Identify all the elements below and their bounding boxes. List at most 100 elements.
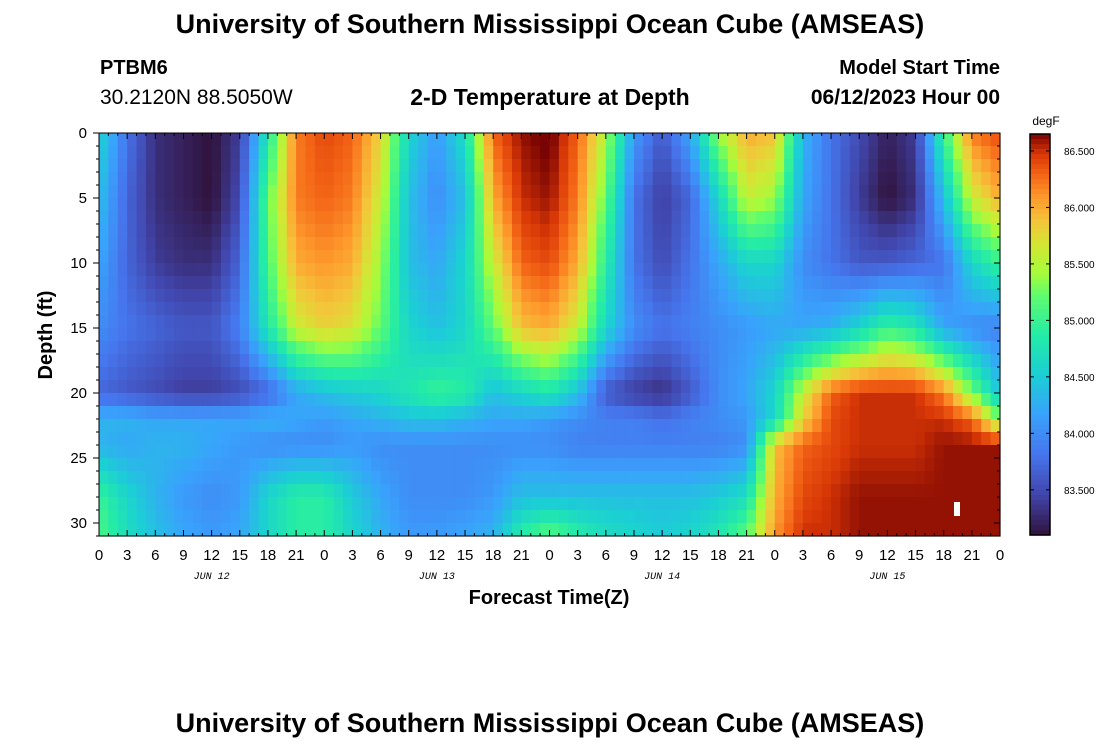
heatmap-cell (455, 458, 466, 472)
heatmap-cell (802, 133, 813, 147)
heatmap-cell (117, 432, 128, 446)
heatmap-cell (418, 523, 429, 537)
heatmap-cell (174, 341, 185, 355)
heatmap-cell (540, 419, 551, 433)
heatmap-cell (446, 458, 457, 472)
heatmap-cell (192, 367, 203, 381)
heatmap-cell (540, 185, 551, 199)
colorbar-segment (1030, 249, 1050, 255)
heatmap-cell (446, 380, 457, 394)
heatmap-cell (671, 419, 682, 433)
heatmap-cell (859, 328, 870, 342)
heatmap-cell (371, 380, 382, 394)
heatmap-cell (521, 224, 532, 238)
heatmap-cell (709, 419, 720, 433)
heatmap-cell (277, 380, 288, 394)
heatmap-cell (859, 380, 870, 394)
heatmap-cell (849, 276, 860, 290)
heatmap-cell (953, 211, 964, 225)
heatmap-cell (314, 289, 325, 303)
heatmap-cell (286, 198, 297, 212)
heatmap-cell (343, 302, 354, 316)
colorbar-segment (1030, 214, 1050, 220)
heatmap-cell (136, 133, 147, 147)
heatmap-cell (108, 523, 119, 537)
colorbar-segment (1030, 474, 1050, 481)
heatmap-cell (530, 289, 541, 303)
heatmap-cell (502, 146, 513, 160)
heatmap-cell (840, 315, 851, 329)
heatmap-cell (549, 250, 560, 264)
heatmap-cell (793, 484, 804, 498)
colorbar-segment (1030, 274, 1050, 280)
heatmap-cell (521, 198, 532, 212)
heatmap-cell (746, 198, 757, 212)
heatmap-cell (145, 289, 156, 303)
heatmap-cell (877, 380, 888, 394)
colorbar-label: 85.500 (1064, 260, 1095, 271)
heatmap-cell (943, 159, 954, 173)
heatmap-cell (596, 471, 607, 485)
heatmap-cell (812, 432, 823, 446)
heatmap-cell (934, 406, 945, 420)
heatmap-cell (239, 250, 250, 264)
heatmap-cell (596, 393, 607, 407)
heatmap-cell (981, 406, 992, 420)
heatmap-cell (849, 471, 860, 485)
heatmap-cell (99, 341, 109, 355)
heatmap-cell (352, 302, 363, 316)
heatmap-cell (587, 276, 598, 290)
heatmap-cell (887, 380, 898, 394)
heatmap-cell (192, 172, 203, 186)
heatmap-cell (727, 289, 738, 303)
y-tick-label: 0 (79, 125, 87, 142)
heatmap-cell (521, 146, 532, 160)
heatmap-cell (192, 133, 203, 147)
heatmap-cell (831, 523, 842, 537)
heatmap-cell (136, 185, 147, 199)
heatmap-cell (502, 263, 513, 277)
heatmap-cell (652, 484, 663, 498)
heatmap-cell (389, 250, 400, 264)
colorbar-segment (1030, 439, 1050, 446)
heatmap-cell (352, 393, 363, 407)
heatmap-cell (258, 419, 269, 433)
heatmap-cell (239, 367, 250, 381)
heatmap-cell (465, 354, 476, 368)
heatmap-cell (108, 198, 119, 212)
heatmap-cell (784, 445, 795, 459)
heatmap-cell (943, 146, 954, 160)
heatmap-cell (408, 523, 419, 537)
heatmap-cell (174, 432, 185, 446)
heatmap-cell (990, 471, 1001, 485)
heatmap-cell (352, 159, 363, 173)
heatmap-cell (211, 263, 222, 277)
heatmap-cell (755, 432, 766, 446)
heatmap-cell (258, 198, 269, 212)
heatmap-cell (558, 185, 569, 199)
heatmap-cell (183, 276, 194, 290)
heatmap-cell (314, 159, 325, 173)
heatmap-cell (915, 328, 926, 342)
heatmap-cell (915, 185, 926, 199)
heatmap-cell (446, 354, 457, 368)
heatmap-cell (568, 354, 579, 368)
heatmap-cell (652, 250, 663, 264)
heatmap-cell (352, 172, 363, 186)
heatmap-cell (877, 406, 888, 420)
heatmap-cell (230, 393, 241, 407)
heatmap-cell (840, 237, 851, 251)
heatmap-cell (286, 211, 297, 225)
heatmap-cell (784, 289, 795, 303)
heatmap-cell (624, 263, 635, 277)
heatmap-cell (305, 263, 316, 277)
heatmap-cell (192, 250, 203, 264)
heatmap-cell (540, 354, 551, 368)
heatmap-cell (249, 250, 260, 264)
heatmap-cell (924, 198, 935, 212)
heatmap-cell (239, 198, 250, 212)
heatmap-cell (455, 341, 466, 355)
heatmap-cell (418, 315, 429, 329)
heatmap-cell (427, 211, 438, 225)
heatmap-cell (399, 146, 410, 160)
